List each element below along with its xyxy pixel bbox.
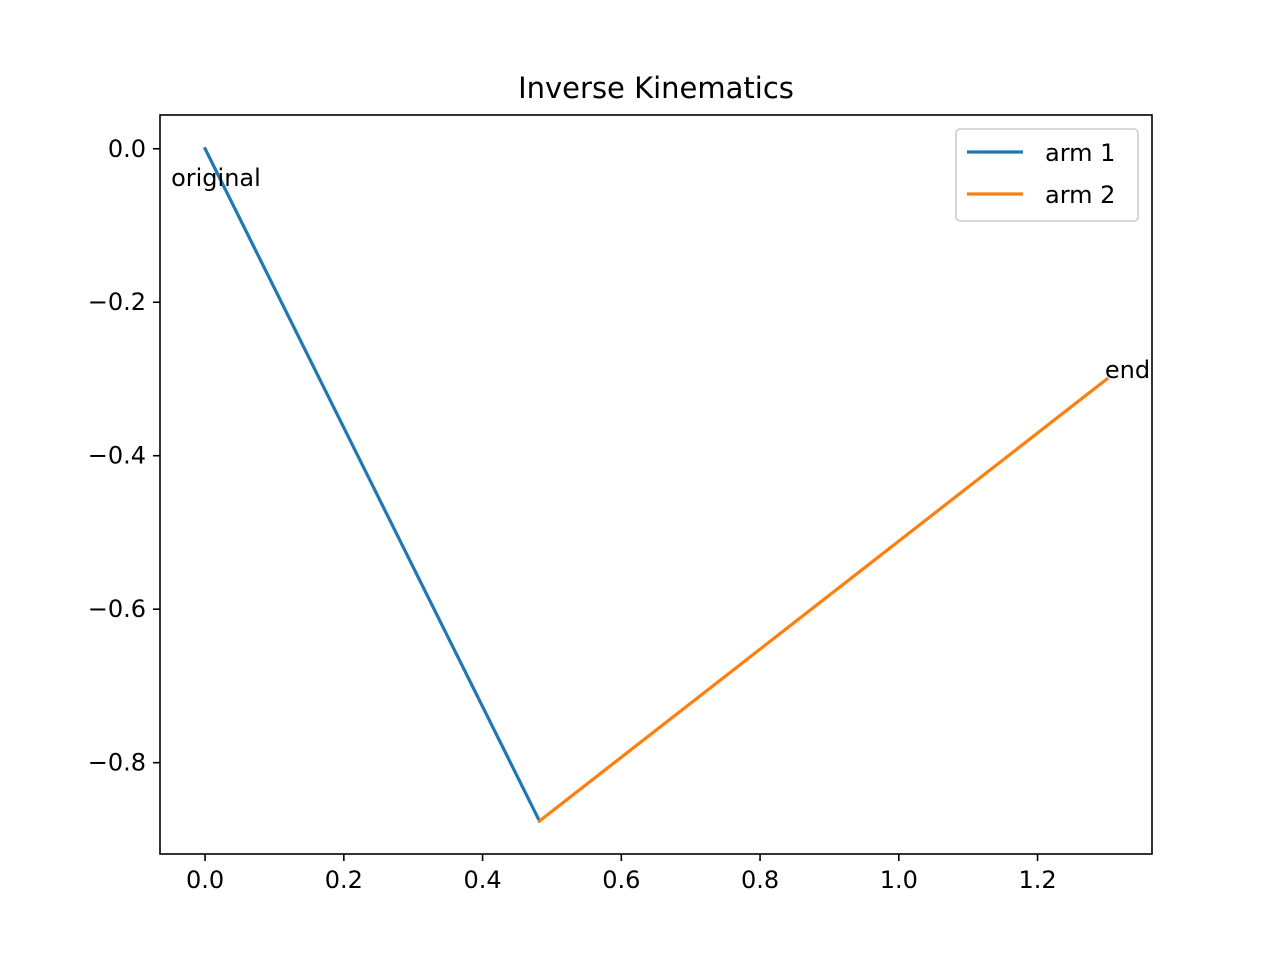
annotation-label: original [171,164,261,192]
series-line-2 [537,376,1110,824]
x-tick-label: 0.4 [463,866,501,894]
x-tick-label: 0.8 [741,866,779,894]
x-tick-label: 0.6 [602,866,640,894]
y-tick-label: −0.2 [88,288,146,316]
y-axis-ticks: 0.0 −0.2 −0.4 −0.6 −0.8 [88,135,160,777]
y-tick-label: −0.4 [88,442,146,470]
annotations: original end [171,164,1150,384]
x-tick-label: 0.0 [186,866,224,894]
y-tick-label: −0.6 [88,595,146,623]
annotation-label: end [1105,356,1150,384]
axes-frame [159,114,1153,855]
x-tick-label: 1.2 [1018,866,1056,894]
chart-title: Inverse Kinematics [518,71,794,105]
y-tick-label: 0.0 [108,135,146,163]
legend-label: arm 1 [1045,139,1115,167]
legend: arm 1 arm 2 [955,128,1139,222]
legend-label: arm 2 [1045,181,1115,209]
x-tick-label: 1.0 [880,866,918,894]
series-lines [202,146,1110,824]
x-tick-label: 0.2 [325,866,363,894]
y-tick-label: −0.8 [88,749,146,777]
x-axis-ticks: 0.0 0.2 0.4 0.6 0.8 1.0 1.2 [186,854,1057,894]
series-line-1 [202,146,542,824]
